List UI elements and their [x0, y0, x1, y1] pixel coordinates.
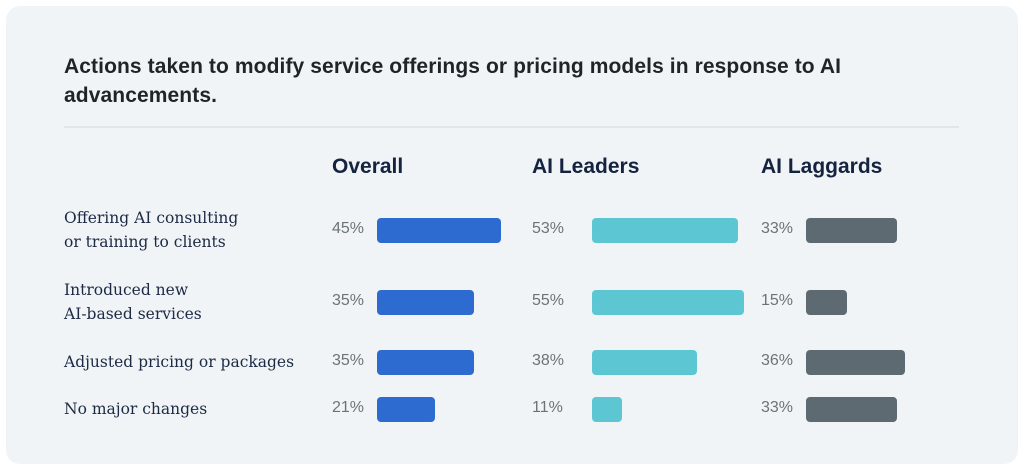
- data-label-ai-leaders: 55%: [532, 292, 565, 309]
- data-label-overall: 21%: [332, 399, 365, 416]
- category-label-line: Introduced new: [64, 281, 189, 299]
- data-label-ai-laggards: 15%: [761, 292, 794, 309]
- bar-ai-leaders: [592, 397, 623, 422]
- bar-ai-laggards: [806, 350, 906, 375]
- category-label-line: Offering AI consulting: [64, 209, 239, 227]
- data-label-overall: 35%: [332, 352, 365, 369]
- category-label-line: or training to clients: [64, 233, 226, 251]
- category-label: No major changes: [64, 397, 207, 421]
- bar-ai-laggards: [806, 397, 898, 422]
- bar-ai-leaders: [592, 218, 739, 243]
- bar-ai-laggards: [806, 290, 848, 315]
- data-label-ai-laggards: 36%: [761, 352, 794, 369]
- category-label: Offering AI consulting or training to cli…: [64, 206, 238, 254]
- bar-ai-laggards: [806, 218, 898, 243]
- column-header-overall: Overall: [332, 155, 404, 178]
- data-label-ai-laggards: 33%: [761, 220, 794, 237]
- data-label-overall: 35%: [332, 292, 365, 309]
- data-label-ai-laggards: 33%: [761, 399, 794, 416]
- column-header-ai-leaders: AI Leaders: [532, 155, 640, 178]
- column-header-ai-laggards: AI Laggards: [761, 155, 883, 178]
- bar-overall: [377, 218, 502, 243]
- category-label-line: AI-based services: [64, 305, 202, 323]
- bar-ai-leaders: [592, 290, 744, 315]
- bar-overall: [377, 397, 435, 422]
- data-label-ai-leaders: 38%: [532, 352, 565, 369]
- data-label-ai-leaders: 11%: [532, 399, 563, 416]
- data-label-overall: 45%: [332, 220, 365, 237]
- category-label: Adjusted pricing or packages: [64, 350, 294, 374]
- category-label-line: No major changes: [64, 400, 208, 418]
- category-label-line: Adjusted pricing or packages: [64, 353, 295, 371]
- category-label: Introduced new AI-based services: [64, 278, 202, 326]
- bar-overall: [377, 290, 474, 315]
- bar-ai-leaders: [592, 350, 697, 375]
- chart-title: Actions taken to modify service offering…: [64, 55, 842, 107]
- title-divider: [64, 126, 959, 128]
- bar-overall: [377, 350, 474, 375]
- data-label-ai-leaders: 53%: [532, 220, 565, 237]
